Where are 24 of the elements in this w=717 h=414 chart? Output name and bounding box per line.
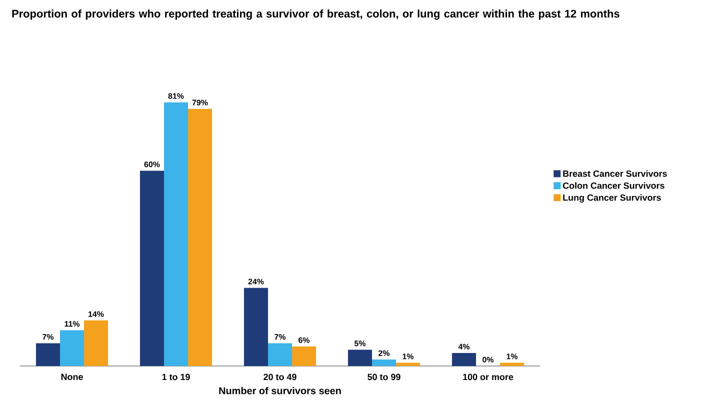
bar [244, 288, 268, 366]
bar [84, 320, 108, 366]
x-tick-label: None [61, 374, 83, 380]
bar [140, 170, 164, 366]
bar [396, 362, 420, 366]
legend-label: Colon Cancer Survivors [562, 182, 664, 189]
chart-title: Proportion of providers who reported treating a survivor of breast, colon, or lung cancer within the past 12 months [12, 10, 620, 20]
x-tick-label: 100 or more [463, 374, 514, 380]
x-tick-label: 50 to 99 [368, 374, 400, 380]
legend-label: Lung Cancer Survivors [563, 194, 661, 203]
bar [36, 343, 60, 366]
bar [188, 108, 212, 366]
bar [60, 330, 84, 366]
bar [372, 359, 396, 366]
bar [452, 352, 476, 366]
bar [268, 343, 292, 366]
bar [292, 346, 316, 366]
bar [500, 362, 524, 366]
legend-label: Breast Cancer Survivors [563, 170, 667, 177]
x-axis-title: Number of survivors seen [219, 386, 341, 394]
x-tick-label: 20 to 49 [264, 374, 296, 380]
bar [164, 102, 188, 366]
bar [348, 350, 372, 366]
x-tick-label: 1 to 19 [162, 374, 190, 380]
